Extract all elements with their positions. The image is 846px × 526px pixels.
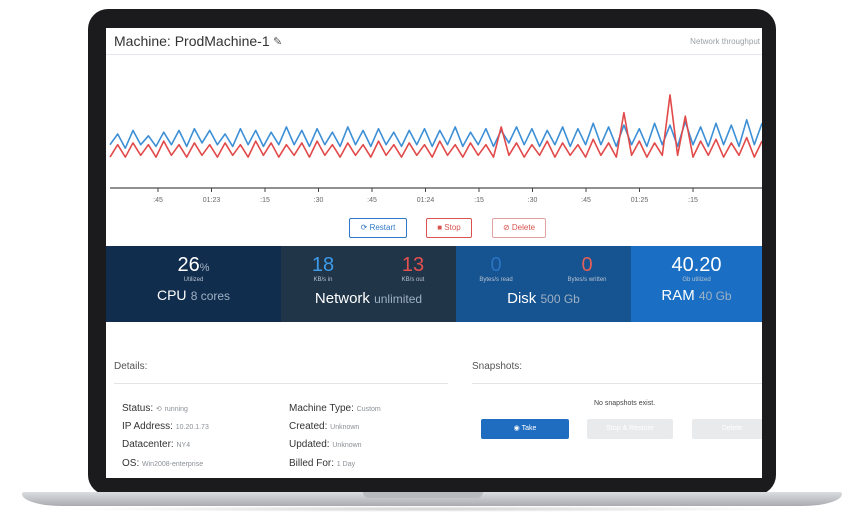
chart-title: Network throughput (690, 37, 760, 46)
network-title: Network unlimited (314, 290, 423, 307)
page-header: Machine: ProdMachine-1 ✎ Network through… (106, 28, 762, 55)
cpu-value: 26% (177, 254, 210, 276)
chart-series (109, 94, 762, 158)
network-panel[interactable]: 18 KB/s in 13 KB/s out Network unlimited (281, 246, 456, 322)
laptop-base (22, 492, 842, 506)
billed-value: 1 Day (336, 461, 356, 468)
disk-read-caption: Bytes/s read (479, 277, 513, 283)
updated-value: Unknown (332, 442, 362, 449)
ram-value: 40.20 (671, 254, 722, 276)
ram-caption: Gb utilized (682, 277, 711, 283)
network-in-caption: KB/s in (313, 277, 333, 283)
ip-row: IP Address: 10.20.1.73 (122, 421, 209, 432)
snapshots-divider (472, 383, 762, 384)
status-row: Status: ⟲ running (122, 403, 188, 414)
ram-panel[interactable]: 40.20 Gb utilized RAM 40 Gb (631, 246, 762, 322)
delete-label: Delete (511, 223, 536, 232)
laptop-notch (363, 492, 483, 498)
delete-button[interactable]: ⊘ Delete (492, 218, 546, 238)
x-tick-label: :15 (260, 197, 270, 204)
throughput-chart: :45 01:23 :15 :30 :45 01:24 :15 :30 :45 01:25 :15 (109, 94, 762, 204)
page-title: Machine: ProdMachine-1 (114, 33, 270, 49)
stop-button[interactable]: ■ Stop (426, 218, 472, 238)
metrics-bar: 26% Utilized CPU 8 cores 18 KB/s in 13 K… (106, 246, 762, 322)
restore-label: Stop & Restore (606, 425, 654, 432)
restart-icon: ⟳ (360, 223, 368, 232)
x-tick-label: :45 (153, 197, 163, 204)
x-tick-label: :15 (474, 197, 484, 204)
network-out-caption: KB/s out (401, 277, 425, 283)
take-label: Take (521, 425, 537, 432)
disk-title: Disk 500 Gb (507, 290, 580, 307)
ram-title: RAM 40 Gb (661, 287, 732, 304)
updated-row: Updated: Unknown (289, 439, 362, 450)
snapshots-title: Snapshots: (472, 361, 523, 372)
x-tick-label: 01:24 (417, 197, 435, 204)
stop-icon: ■ (437, 223, 443, 232)
details-divider (114, 383, 448, 384)
x-tick-label: 01:23 (203, 197, 221, 204)
os-row: OS: Win2008-enterprise (122, 458, 204, 469)
status-value: running (164, 406, 188, 413)
take-snapshot-button[interactable]: ◉ Take (481, 419, 569, 439)
machine-type-value: Custom (356, 406, 381, 413)
disk-read-value: 0 (490, 254, 502, 276)
network-out-value: 13 (401, 254, 425, 276)
laptop-shadow (60, 506, 800, 512)
delete-icon: ⊘ (502, 223, 510, 232)
stop-label: Stop (444, 223, 461, 232)
app-screen: Machine: ProdMachine-1 ✎ Network through… (106, 28, 762, 478)
datacenter-row: Datacenter: NY4 (122, 439, 191, 450)
created-value: Unknown (330, 424, 360, 431)
machine-type-row: Machine Type: Custom (289, 403, 381, 414)
disk-panel[interactable]: 0 Bytes/s read 0 Bytes/s written Disk 50… (456, 246, 631, 322)
no-snapshots-text: No snapshots exist. (594, 400, 656, 407)
cpu-panel[interactable]: 26% Utilized CPU 8 cores (106, 246, 281, 322)
ip-value: 10.20.1.73 (175, 424, 209, 431)
billed-row: Billed For: 1 Day (289, 458, 356, 469)
restart-label: Restart (369, 223, 396, 232)
x-tick-label: 01:25 (631, 197, 649, 204)
x-tick-label: :45 (367, 197, 377, 204)
details-title: Details: (114, 361, 148, 372)
disk-write-caption: Bytes/s written (567, 277, 607, 283)
disk-write-value: 0 (581, 254, 593, 276)
x-axis-ticks: :45 01:23 :15 :30 :45 01:24 :15 :30 :45 01:25 :15 (153, 188, 698, 204)
network-in-value: 18 (311, 254, 335, 276)
delete-snapshot-button[interactable]: Delete (692, 419, 762, 439)
created-row: Created: Unknown (289, 421, 360, 432)
series-line-blue (109, 118, 762, 149)
camera-icon: ◉ (513, 425, 520, 432)
x-tick-label: :15 (688, 197, 698, 204)
stop-restore-button[interactable]: Stop & Restore (587, 419, 673, 439)
x-tick-label: :30 (528, 197, 538, 204)
x-tick-label: :45 (581, 197, 591, 204)
cpu-caption: Utilized (183, 277, 204, 283)
series-line-red (109, 94, 762, 158)
snapshot-delete-label: Delete (721, 425, 743, 432)
cpu-title: CPU 8 cores (156, 287, 231, 303)
x-tick-label: :30 (314, 197, 324, 204)
pencil-icon[interactable]: ✎ (273, 36, 283, 48)
datacenter-value: NY4 (176, 442, 191, 449)
running-icon: ⟲ (155, 406, 162, 413)
os-value: Win2008-enterprise (142, 461, 204, 468)
restart-button[interactable]: ⟳ Restart (349, 218, 407, 238)
